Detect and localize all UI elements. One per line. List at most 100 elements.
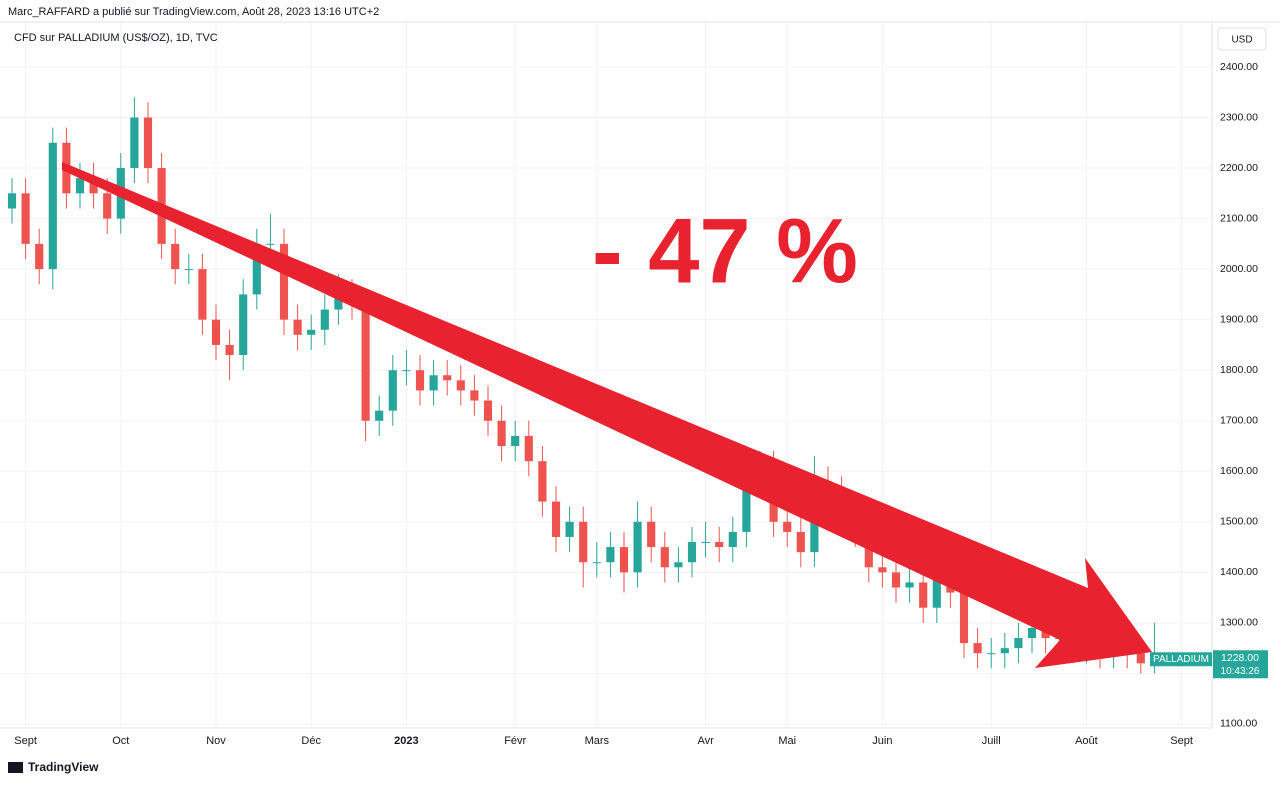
candle-body bbox=[932, 572, 941, 608]
candle-body bbox=[266, 243, 275, 245]
x-tick-label: Oct bbox=[112, 735, 129, 747]
candle-body bbox=[959, 592, 969, 644]
y-tick-label: 2400.00 bbox=[1220, 61, 1258, 73]
price-tag: 1228.00 bbox=[1221, 652, 1259, 664]
candle-body bbox=[728, 531, 737, 548]
candle-body bbox=[7, 193, 17, 209]
candle-body bbox=[715, 542, 724, 548]
countdown: 10:43:26 bbox=[1221, 666, 1260, 677]
candle-body bbox=[742, 481, 751, 532]
x-tick-label: Nov bbox=[206, 735, 226, 747]
candle-body bbox=[415, 370, 425, 391]
y-tick-label: 2100.00 bbox=[1220, 212, 1258, 224]
candle-body bbox=[674, 562, 683, 568]
candle-body bbox=[361, 304, 370, 421]
grid bbox=[0, 22, 1212, 728]
y-tick-label: 1400.00 bbox=[1220, 566, 1258, 578]
y-tick-label: 1700.00 bbox=[1220, 415, 1258, 427]
candle-body bbox=[551, 501, 561, 537]
x-tick-label: 2023 bbox=[394, 735, 418, 747]
candle-body bbox=[796, 531, 805, 553]
y-tick-label: 2300.00 bbox=[1220, 111, 1258, 123]
candle-body bbox=[565, 521, 574, 537]
x-tick-label: Avr bbox=[697, 735, 714, 747]
y-tick-label: 2000.00 bbox=[1220, 263, 1258, 275]
candle-body bbox=[320, 309, 329, 330]
y-tick-label: 1100.00 bbox=[1220, 718, 1257, 730]
x-tick-label: Juin bbox=[872, 735, 892, 747]
x-tick-label: Mars bbox=[585, 735, 610, 747]
currency: USD bbox=[1231, 35, 1252, 46]
candle-body bbox=[579, 521, 588, 563]
candle-body bbox=[905, 582, 914, 588]
candle-body bbox=[987, 653, 996, 655]
candle-body bbox=[470, 390, 479, 401]
candle-body bbox=[633, 521, 642, 573]
candle-body bbox=[511, 435, 520, 447]
candle-body bbox=[211, 319, 221, 345]
y-tick-label: 1300.00 bbox=[1220, 617, 1258, 629]
y-tick-label: 2200.00 bbox=[1220, 162, 1258, 174]
header: Marc_RAFFARD a publié sur TradingView.co… bbox=[8, 6, 379, 18]
candle-body bbox=[687, 542, 697, 563]
candle-body bbox=[1014, 638, 1023, 649]
candle-body bbox=[878, 567, 887, 573]
price-tags: PALLADIUM 1228.00 10:43:26 bbox=[1150, 650, 1268, 679]
candle-body bbox=[184, 269, 193, 271]
logo bbox=[8, 762, 23, 773]
x-tick-label: Mai bbox=[778, 735, 796, 747]
candle-body bbox=[103, 193, 112, 219]
candle-body bbox=[89, 178, 98, 194]
candle-body bbox=[973, 643, 982, 654]
candle-body bbox=[660, 547, 669, 568]
candle-body bbox=[1136, 653, 1145, 664]
candle-body bbox=[225, 344, 234, 356]
candle-body bbox=[21, 193, 30, 244]
x-tick-label: Déc bbox=[301, 735, 321, 747]
footer: TradingView bbox=[28, 760, 99, 774]
annotation: - 47 % bbox=[592, 200, 858, 302]
x-tick-label: Août bbox=[1075, 735, 1098, 747]
candle-body bbox=[334, 294, 343, 310]
candle-body bbox=[619, 547, 629, 573]
candle-body bbox=[307, 329, 316, 335]
candle-body bbox=[35, 243, 44, 270]
candle-body bbox=[891, 572, 901, 588]
candle-body bbox=[375, 410, 384, 421]
price-tag-bg bbox=[1213, 650, 1268, 679]
candle-body bbox=[75, 178, 85, 194]
candle-body bbox=[293, 319, 302, 335]
candle-body bbox=[919, 582, 928, 608]
y-tick-label: 1800.00 bbox=[1220, 364, 1258, 376]
candle-body bbox=[497, 420, 506, 447]
candle-body bbox=[592, 562, 601, 564]
candle-body bbox=[524, 435, 533, 462]
candle-body bbox=[388, 370, 397, 411]
candle-body bbox=[429, 375, 438, 391]
candle-body bbox=[647, 521, 656, 548]
candle-body bbox=[606, 547, 615, 563]
currency-box[interactable] bbox=[1217, 27, 1267, 51]
candle-body bbox=[443, 375, 452, 381]
x-tick-label: Févr bbox=[504, 735, 526, 747]
y-tick-label: 1900.00 bbox=[1220, 313, 1258, 325]
candle-body bbox=[456, 380, 465, 391]
candle-body bbox=[483, 400, 493, 421]
candle-body bbox=[239, 294, 248, 356]
candle-body bbox=[48, 142, 57, 270]
y-tick-label: 1500.00 bbox=[1220, 516, 1258, 528]
symbol-tag: PALLADIUM bbox=[1153, 654, 1209, 665]
candle-body bbox=[538, 461, 547, 502]
candle-body bbox=[198, 269, 207, 320]
candle-body bbox=[1000, 648, 1009, 654]
candle-body bbox=[143, 117, 153, 169]
candle-body bbox=[252, 243, 261, 295]
symbol-tag-bg bbox=[1150, 652, 1212, 667]
x-tick-label: Sept bbox=[1170, 735, 1193, 747]
x-tick-label: Sept bbox=[14, 735, 37, 747]
x-axis: Sept Oct Nov Déc 2023 Févr Mars Avr Mai Juin Juill… bbox=[14, 735, 1193, 747]
candle-body bbox=[701, 542, 710, 544]
candle-body bbox=[402, 370, 411, 372]
x-tick-label: Juill bbox=[982, 735, 1001, 747]
